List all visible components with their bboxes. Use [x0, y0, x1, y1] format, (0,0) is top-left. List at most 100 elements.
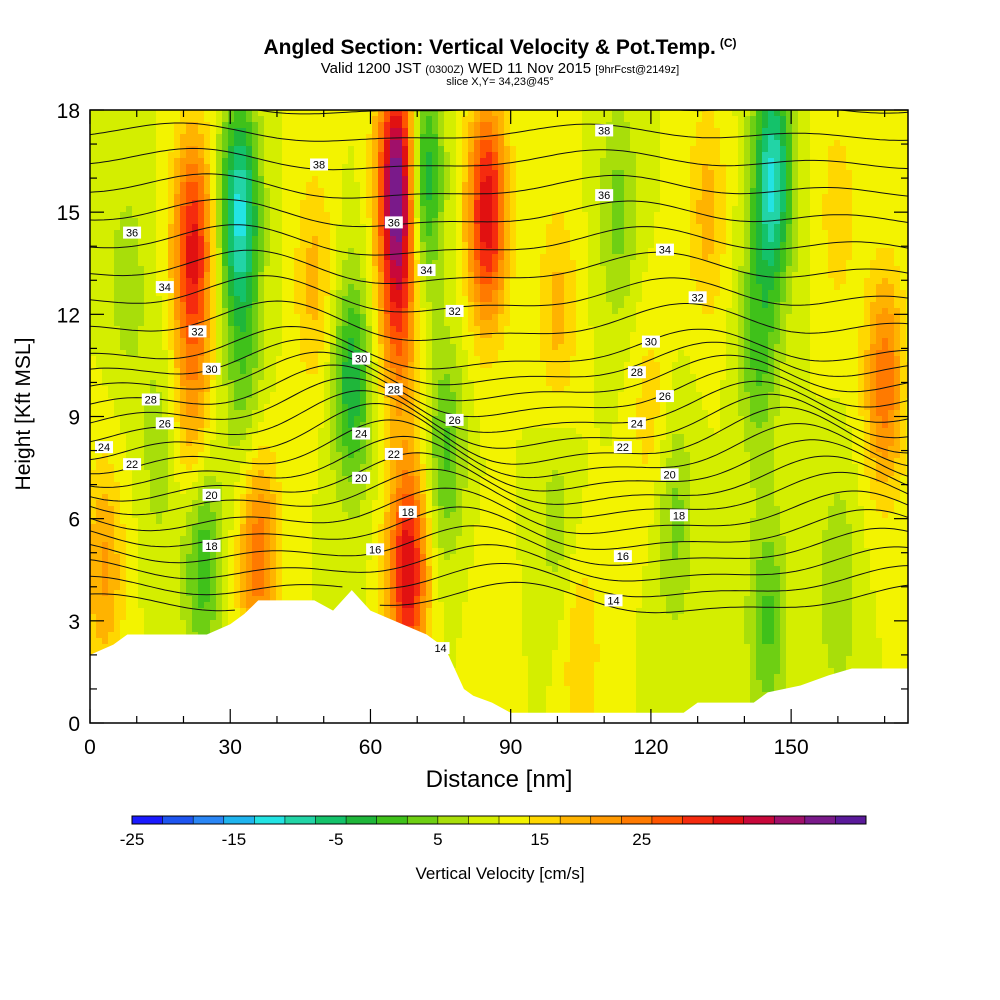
velocity-cell — [108, 116, 115, 123]
velocity-cell — [354, 398, 361, 405]
velocity-cell — [240, 428, 247, 435]
velocity-cell — [102, 560, 109, 567]
velocity-cell — [324, 236, 331, 243]
velocity-cell — [258, 152, 265, 159]
velocity-cell — [90, 590, 97, 597]
velocity-cell — [186, 542, 193, 549]
velocity-cell — [300, 494, 307, 501]
velocity-cell — [312, 368, 319, 375]
velocity-cell — [216, 560, 223, 567]
velocity-cell — [174, 410, 181, 417]
velocity-cell — [228, 428, 235, 435]
velocity-cell — [222, 488, 229, 495]
velocity-cell — [282, 452, 289, 459]
velocity-cell — [240, 302, 247, 309]
velocity-cell — [258, 266, 265, 273]
velocity-cell — [294, 512, 301, 519]
velocity-cell — [228, 176, 235, 183]
velocity-cell — [186, 254, 193, 261]
velocity-cell — [90, 524, 97, 531]
velocity-cell — [360, 410, 367, 417]
velocity-cell — [204, 344, 211, 351]
velocity-cell — [360, 242, 367, 249]
velocity-cell — [324, 356, 331, 363]
velocity-cell — [306, 320, 313, 327]
velocity-cell — [90, 596, 97, 603]
velocity-cell — [300, 566, 307, 573]
velocity-cell — [162, 368, 169, 375]
velocity-cell — [324, 332, 331, 339]
velocity-cell — [108, 296, 115, 303]
velocity-cell — [312, 578, 319, 585]
velocity-cell — [114, 314, 121, 321]
velocity-cell — [114, 134, 121, 141]
velocity-cell — [288, 308, 295, 315]
velocity-cell — [180, 266, 187, 273]
velocity-cell — [156, 296, 163, 303]
velocity-cell — [372, 386, 379, 393]
velocity-cell — [138, 236, 145, 243]
velocity-cell — [90, 320, 97, 327]
velocity-cell — [174, 218, 181, 225]
velocity-cell — [306, 110, 313, 117]
velocity-cell — [354, 164, 361, 171]
velocity-cell — [354, 230, 361, 237]
velocity-cell — [180, 164, 187, 171]
velocity-cell — [168, 560, 175, 567]
velocity-cell — [204, 206, 211, 213]
velocity-cell — [138, 602, 145, 609]
velocity-cell — [162, 218, 169, 225]
velocity-cell — [108, 290, 115, 297]
velocity-cell — [96, 218, 103, 225]
velocity-cell — [276, 248, 283, 255]
velocity-cell — [156, 434, 163, 441]
velocity-cell — [168, 476, 175, 483]
velocity-cell — [156, 194, 163, 201]
velocity-cell — [282, 392, 289, 399]
velocity-cell — [246, 410, 253, 417]
velocity-cell — [258, 164, 265, 171]
velocity-cell — [330, 476, 337, 483]
velocity-cell — [198, 368, 205, 375]
velocity-cell — [144, 554, 151, 561]
velocity-cell — [114, 596, 121, 603]
velocity-cell — [210, 272, 217, 279]
velocity-cell — [174, 518, 181, 525]
velocity-cell — [90, 218, 97, 225]
velocity-cell — [126, 152, 133, 159]
velocity-cell — [216, 440, 223, 447]
velocity-cell — [372, 266, 379, 273]
velocity-cell — [318, 434, 325, 441]
velocity-cell — [120, 446, 127, 453]
velocity-cell — [336, 500, 343, 507]
velocity-cell — [318, 116, 325, 123]
velocity-cell — [216, 500, 223, 507]
velocity-cell — [252, 458, 259, 465]
velocity-cell — [318, 494, 325, 501]
velocity-cell — [126, 386, 133, 393]
velocity-cell — [138, 374, 145, 381]
velocity-cell — [246, 602, 253, 609]
velocity-cell — [264, 542, 271, 549]
velocity-cell — [246, 596, 253, 603]
velocity-cell — [90, 266, 97, 273]
velocity-cell — [174, 530, 181, 537]
velocity-cell — [180, 254, 187, 261]
velocity-cell — [192, 362, 199, 369]
velocity-cell — [156, 452, 163, 459]
velocity-cell — [258, 374, 265, 381]
velocity-cell — [162, 494, 169, 501]
velocity-cell — [276, 170, 283, 177]
velocity-cell — [372, 482, 379, 489]
velocity-cell — [348, 368, 355, 375]
velocity-cell — [204, 152, 211, 159]
velocity-cell — [180, 560, 187, 567]
velocity-cell — [348, 560, 355, 567]
velocity-cell — [354, 572, 361, 579]
velocity-cell — [258, 338, 265, 345]
velocity-cell — [246, 194, 253, 201]
velocity-cell — [210, 260, 217, 267]
velocity-cell — [180, 356, 187, 363]
velocity-cell — [228, 272, 235, 279]
velocity-cell — [204, 110, 211, 117]
